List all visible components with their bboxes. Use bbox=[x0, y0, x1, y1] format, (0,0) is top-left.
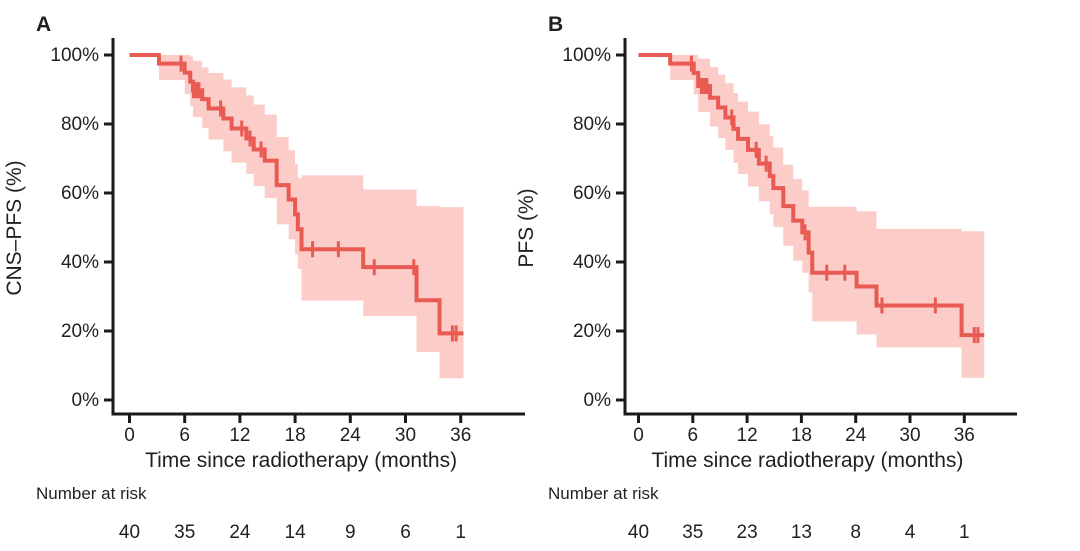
panel-b-risk-count: 8 bbox=[850, 522, 861, 543]
panel-b-x-tick-label: 0 bbox=[633, 425, 644, 446]
panel-a-risk-count: 9 bbox=[345, 522, 356, 543]
panel-b-risk-count: 40 bbox=[628, 522, 649, 543]
panel-a-x-tick-label: 36 bbox=[450, 425, 471, 446]
panel-b-x-tick-label: 36 bbox=[954, 425, 975, 446]
panel-a-x-tick-label: 18 bbox=[285, 425, 306, 446]
panel-b-risk-table-label: Number at risk bbox=[548, 484, 659, 503]
panel-a-letter: A bbox=[36, 13, 51, 36]
panel-b-x-axis-title: Time since radiotherapy (months) bbox=[651, 449, 963, 472]
panel-a-risk-count: 1 bbox=[455, 522, 466, 543]
panel-b-risk-count: 4 bbox=[905, 522, 916, 543]
panel-a-x-tick-label: 12 bbox=[229, 425, 250, 446]
panel-b-x-tick-label: 30 bbox=[899, 425, 920, 446]
panel-a-y-tick-label: 0% bbox=[72, 390, 100, 411]
panel-b-y-tick-label: 80% bbox=[573, 114, 611, 135]
panel-a-y-tick-label: 60% bbox=[61, 183, 99, 204]
panel-a-risk-count: 40 bbox=[119, 522, 140, 543]
panel-a-x-tick-label: 6 bbox=[179, 425, 190, 446]
panel-a-x-tick-label: 24 bbox=[340, 425, 362, 446]
panel-b-y-tick-label: 40% bbox=[573, 252, 611, 273]
panel-a-x-axis-title: Time since radiotherapy (months) bbox=[145, 449, 457, 472]
panel-b-risk-count: 13 bbox=[791, 522, 812, 543]
panel-b-risk-count: 23 bbox=[737, 522, 758, 543]
panel-a-y-tick-label: 100% bbox=[50, 45, 99, 66]
panel-a-x-tick-label: 0 bbox=[124, 425, 135, 446]
panel-b-y-tick-label: 20% bbox=[573, 321, 611, 342]
panel-b-letter: B bbox=[548, 13, 563, 36]
panel-b-y-tick-label: 0% bbox=[584, 390, 612, 411]
panel-b-risk-count: 35 bbox=[682, 522, 703, 543]
panel-b-y-tick-label: 60% bbox=[573, 183, 611, 204]
panel-a-risk-table-label: Number at risk bbox=[36, 484, 147, 503]
panel-a-risk-count: 6 bbox=[400, 522, 411, 543]
panel-a-risk-count: 24 bbox=[229, 522, 251, 543]
panel-a-y-tick-label: 40% bbox=[61, 252, 99, 273]
panel-a-confidence-band bbox=[158, 55, 464, 379]
panel-b-x-tick-label: 12 bbox=[737, 425, 758, 446]
panel-a-survival-curve bbox=[129, 53, 464, 336]
panel-a-x-tick-label: 30 bbox=[395, 425, 416, 446]
panel-b-risk-count: 1 bbox=[959, 522, 970, 543]
panel-a-risk-count: 14 bbox=[285, 522, 307, 543]
panel-a-risk-count: 35 bbox=[174, 522, 195, 543]
panel-b-x-tick-label: 18 bbox=[791, 425, 812, 446]
panel-b-confidence-band bbox=[670, 55, 985, 378]
panel-a-y-axis-title: CNS–PFS (%) bbox=[3, 160, 26, 295]
panel-b-x-tick-label: 6 bbox=[688, 425, 699, 446]
panel-b-y-tick-label: 100% bbox=[562, 45, 611, 66]
panel-b-y-axis-title: PFS (%) bbox=[515, 188, 538, 267]
panel-b-x-tick-label: 24 bbox=[845, 425, 867, 446]
panel-a-y-tick-label: 20% bbox=[61, 321, 99, 342]
panel-a-y-tick-label: 80% bbox=[61, 114, 99, 135]
